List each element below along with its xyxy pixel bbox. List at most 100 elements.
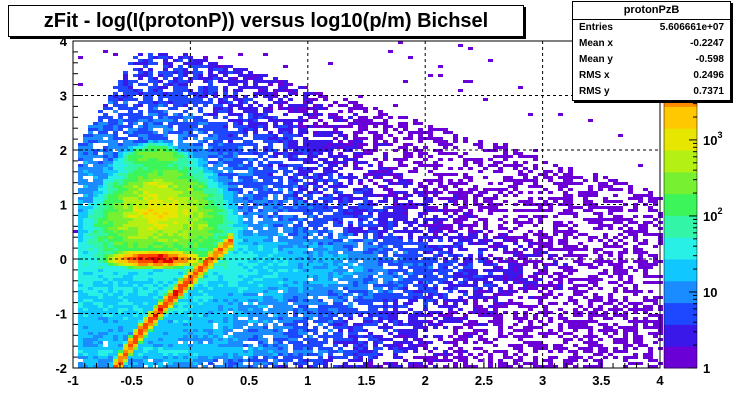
heatmap-cell — [238, 242, 243, 245]
heatmap-cell — [223, 299, 228, 302]
heatmap-cell — [193, 218, 198, 221]
heatmap-cell — [178, 263, 183, 266]
heatmap-cell — [283, 308, 288, 311]
heatmap-cell — [328, 269, 333, 272]
heatmap-cell — [123, 143, 128, 146]
heatmap-cell — [238, 311, 243, 314]
heatmap-cell — [258, 353, 263, 356]
heatmap-cell — [318, 134, 323, 137]
heatmap-cell — [278, 236, 283, 239]
heatmap-cell — [248, 344, 253, 347]
heatmap-cell — [228, 305, 233, 308]
heatmap-cell — [258, 239, 263, 242]
heatmap-cell — [198, 320, 203, 323]
heatmap-cell — [313, 245, 318, 248]
heatmap-cell — [93, 209, 98, 212]
heatmap-cell — [178, 113, 183, 116]
heatmap-cell — [218, 65, 223, 68]
heatmap-cell — [273, 311, 278, 314]
heatmap-cell — [228, 95, 233, 98]
heatmap-cell — [363, 185, 368, 188]
heatmap-cell — [208, 344, 213, 347]
heatmap-cell — [368, 227, 373, 230]
heatmap-cell — [93, 149, 98, 152]
heatmap-cell — [358, 182, 363, 185]
heatmap-cell — [283, 221, 288, 224]
heatmap-cell — [103, 191, 108, 194]
heatmap-cell — [98, 122, 103, 125]
heatmap-cell — [338, 272, 343, 275]
heatmap-cell — [193, 215, 198, 218]
heatmap-cell — [208, 248, 213, 251]
heatmap-cell — [103, 146, 108, 149]
heatmap-cell — [183, 149, 188, 152]
heatmap-cell — [78, 83, 83, 86]
heatmap-cell — [183, 179, 188, 182]
heatmap-cell — [208, 200, 213, 203]
heatmap-cell — [173, 320, 178, 323]
heatmap-cell — [378, 242, 383, 245]
heatmap-cell — [263, 194, 268, 197]
heatmap-cell — [168, 356, 173, 359]
heatmap-cell — [173, 323, 178, 326]
heatmap-cell — [338, 110, 343, 113]
heatmap-cell — [253, 260, 258, 263]
heatmap-cell — [203, 365, 208, 368]
heatmap-cell — [143, 83, 148, 86]
heatmap-cell — [133, 350, 138, 353]
heatmap-cell — [313, 182, 318, 185]
heatmap-cell — [178, 242, 183, 245]
heatmap-cell — [138, 314, 143, 317]
heatmap-cell — [148, 356, 153, 359]
heatmap-cell — [283, 335, 288, 338]
heatmap-cell — [183, 272, 188, 275]
heatmap-cell — [123, 182, 128, 185]
heatmap-cell — [338, 320, 343, 323]
heatmap-cell — [173, 272, 178, 275]
heatmap-cell — [238, 275, 243, 278]
heatmap-cell — [318, 212, 323, 215]
heatmap-cell — [148, 110, 153, 113]
heatmap-cell — [248, 74, 253, 77]
heatmap-cell — [198, 65, 203, 68]
heatmap-cell — [248, 248, 253, 251]
heatmap-cell — [183, 98, 188, 101]
heatmap-cell — [293, 344, 298, 347]
heatmap-cell — [213, 194, 218, 197]
heatmap-cell — [123, 194, 128, 197]
heatmap-cell — [168, 236, 173, 239]
heatmap-cell — [363, 341, 368, 344]
heatmap-cell — [123, 149, 128, 152]
heatmap-cell — [328, 176, 333, 179]
heatmap-cell — [148, 344, 153, 347]
heatmap-cell — [253, 83, 258, 86]
heatmap-cell — [218, 230, 223, 233]
heatmap-cell — [178, 311, 183, 314]
heatmap-cell — [78, 188, 83, 191]
heatmap-cell — [298, 299, 303, 302]
heatmap-cell — [128, 161, 133, 164]
heatmap-cell — [328, 260, 333, 263]
heatmap-cell — [78, 293, 83, 296]
heatmap-cell — [78, 176, 83, 179]
heatmap-cell — [303, 290, 308, 293]
heatmap-cell — [138, 152, 143, 155]
heatmap-cell — [128, 86, 133, 89]
heatmap-cell — [128, 80, 133, 83]
heatmap-cell — [203, 128, 208, 131]
heatmap-cell — [183, 302, 188, 305]
heatmap-cell — [358, 257, 363, 260]
heatmap-cell — [78, 143, 83, 146]
heatmap-cell — [198, 116, 203, 119]
heatmap-cell — [253, 326, 258, 329]
heatmap-cell — [263, 173, 268, 176]
heatmap-cell — [118, 113, 123, 116]
heatmap-cell — [188, 56, 193, 59]
heatmap-cell — [353, 143, 358, 146]
heatmap-cell — [383, 236, 388, 239]
heatmap-cell — [118, 365, 123, 368]
heatmap-cell — [198, 266, 203, 269]
heatmap-cell — [358, 203, 363, 206]
heatmap-cell — [358, 224, 363, 227]
heatmap-cell — [128, 242, 133, 245]
